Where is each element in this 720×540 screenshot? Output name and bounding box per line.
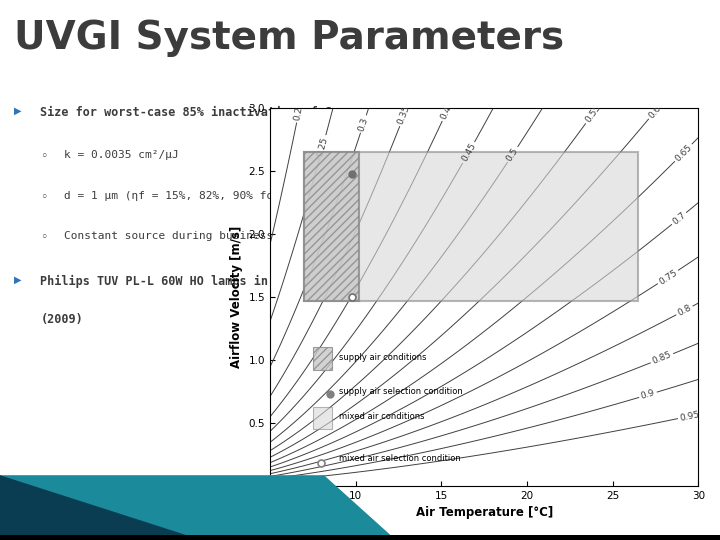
Polygon shape <box>0 475 202 540</box>
Text: 0.85: 0.85 <box>651 350 673 366</box>
Text: 0.45: 0.45 <box>460 141 477 164</box>
Text: 0.25: 0.25 <box>316 136 330 158</box>
Text: ▶: ▶ <box>14 106 22 116</box>
Text: supply air selection condition: supply air selection condition <box>338 387 462 396</box>
Bar <box>305 152 639 301</box>
Text: 0.3: 0.3 <box>357 116 370 132</box>
Polygon shape <box>0 535 720 540</box>
Text: Size for worst-case 85% inactivation of S. aureus: Size for worst-case 85% inactivation of … <box>40 106 390 119</box>
Text: 0.75: 0.75 <box>657 268 679 286</box>
Bar <box>312 407 332 429</box>
Text: d = 1 μm (ηf = 15%, 82%, 90% for MERV 6, 12, 13): d = 1 μm (ηf = 15%, 82%, 90% for MERV 6,… <box>63 191 387 200</box>
Polygon shape <box>0 475 396 540</box>
Bar <box>305 152 359 301</box>
Text: ◦: ◦ <box>40 150 48 163</box>
Text: 0.4: 0.4 <box>439 104 453 121</box>
Text: 0.5: 0.5 <box>505 146 521 163</box>
Text: Constant source during business hours (0900 – 1700): Constant source during business hours (0… <box>63 231 408 241</box>
Text: mixed air conditions: mixed air conditions <box>338 412 424 421</box>
Text: 0.9: 0.9 <box>640 388 656 401</box>
Text: Philips TUV PL-L 60W HO lamps in cross flow, modeled per Lau, et al.: Philips TUV PL-L 60W HO lamps in cross f… <box>40 275 525 288</box>
Text: 0.55: 0.55 <box>583 103 603 124</box>
Text: 0.35: 0.35 <box>396 104 412 126</box>
Text: mixed air selection condition: mixed air selection condition <box>338 454 460 463</box>
Text: 0.8: 0.8 <box>676 303 693 318</box>
Text: 0.7: 0.7 <box>670 211 688 226</box>
Y-axis label: Airflow Velocity [m/s]: Airflow Velocity [m/s] <box>230 226 243 368</box>
Text: ▶: ▶ <box>14 275 22 285</box>
Bar <box>312 347 332 370</box>
Text: 0.2: 0.2 <box>292 106 305 122</box>
Text: UVGI System Parameters: UVGI System Parameters <box>14 18 564 57</box>
Text: 0.65: 0.65 <box>673 143 693 163</box>
X-axis label: Air Temperature [°C]: Air Temperature [°C] <box>415 507 553 519</box>
Text: 0.95: 0.95 <box>679 410 701 423</box>
Text: k = 0.0035 cm²/μJ: k = 0.0035 cm²/μJ <box>63 150 179 160</box>
Text: supply air conditions: supply air conditions <box>338 353 426 362</box>
Text: 0.6: 0.6 <box>647 103 662 120</box>
Text: ◦: ◦ <box>40 231 48 244</box>
Text: ◦: ◦ <box>40 191 48 204</box>
Text: (2009): (2009) <box>40 313 83 326</box>
